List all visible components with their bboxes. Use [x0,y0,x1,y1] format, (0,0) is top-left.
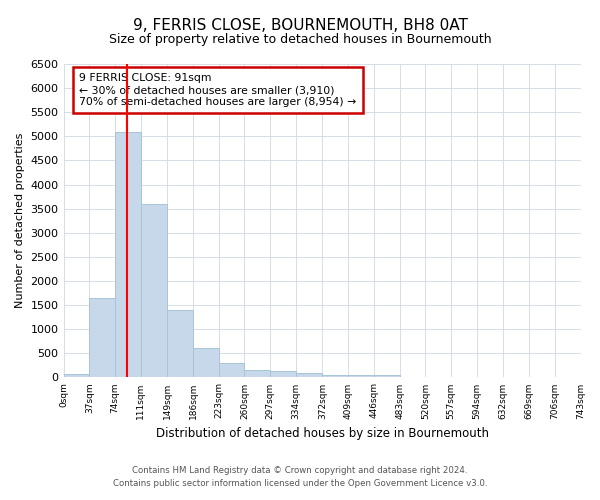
Bar [374,375,400,378]
Bar [296,372,322,378]
Bar [244,370,270,378]
Bar [218,363,244,378]
Text: Size of property relative to detached houses in Bournemouth: Size of property relative to detached ho… [109,32,491,46]
Bar [193,348,218,378]
Bar [64,374,89,378]
Text: 9 FERRIS CLOSE: 91sqm
← 30% of detached houses are smaller (3,910)
70% of semi-d: 9 FERRIS CLOSE: 91sqm ← 30% of detached … [79,74,356,106]
Bar [167,310,193,378]
Bar [322,375,348,378]
Y-axis label: Number of detached properties: Number of detached properties [15,133,25,308]
Text: 9, FERRIS CLOSE, BOURNEMOUTH, BH8 0AT: 9, FERRIS CLOSE, BOURNEMOUTH, BH8 0AT [133,18,467,32]
X-axis label: Distribution of detached houses by size in Bournemouth: Distribution of detached houses by size … [155,427,488,440]
Text: Contains HM Land Registry data © Crown copyright and database right 2024.
Contai: Contains HM Land Registry data © Crown c… [113,466,487,487]
Bar [270,370,296,378]
Bar [115,132,141,378]
Bar [141,204,167,378]
Bar [348,375,374,378]
Bar [89,298,115,378]
